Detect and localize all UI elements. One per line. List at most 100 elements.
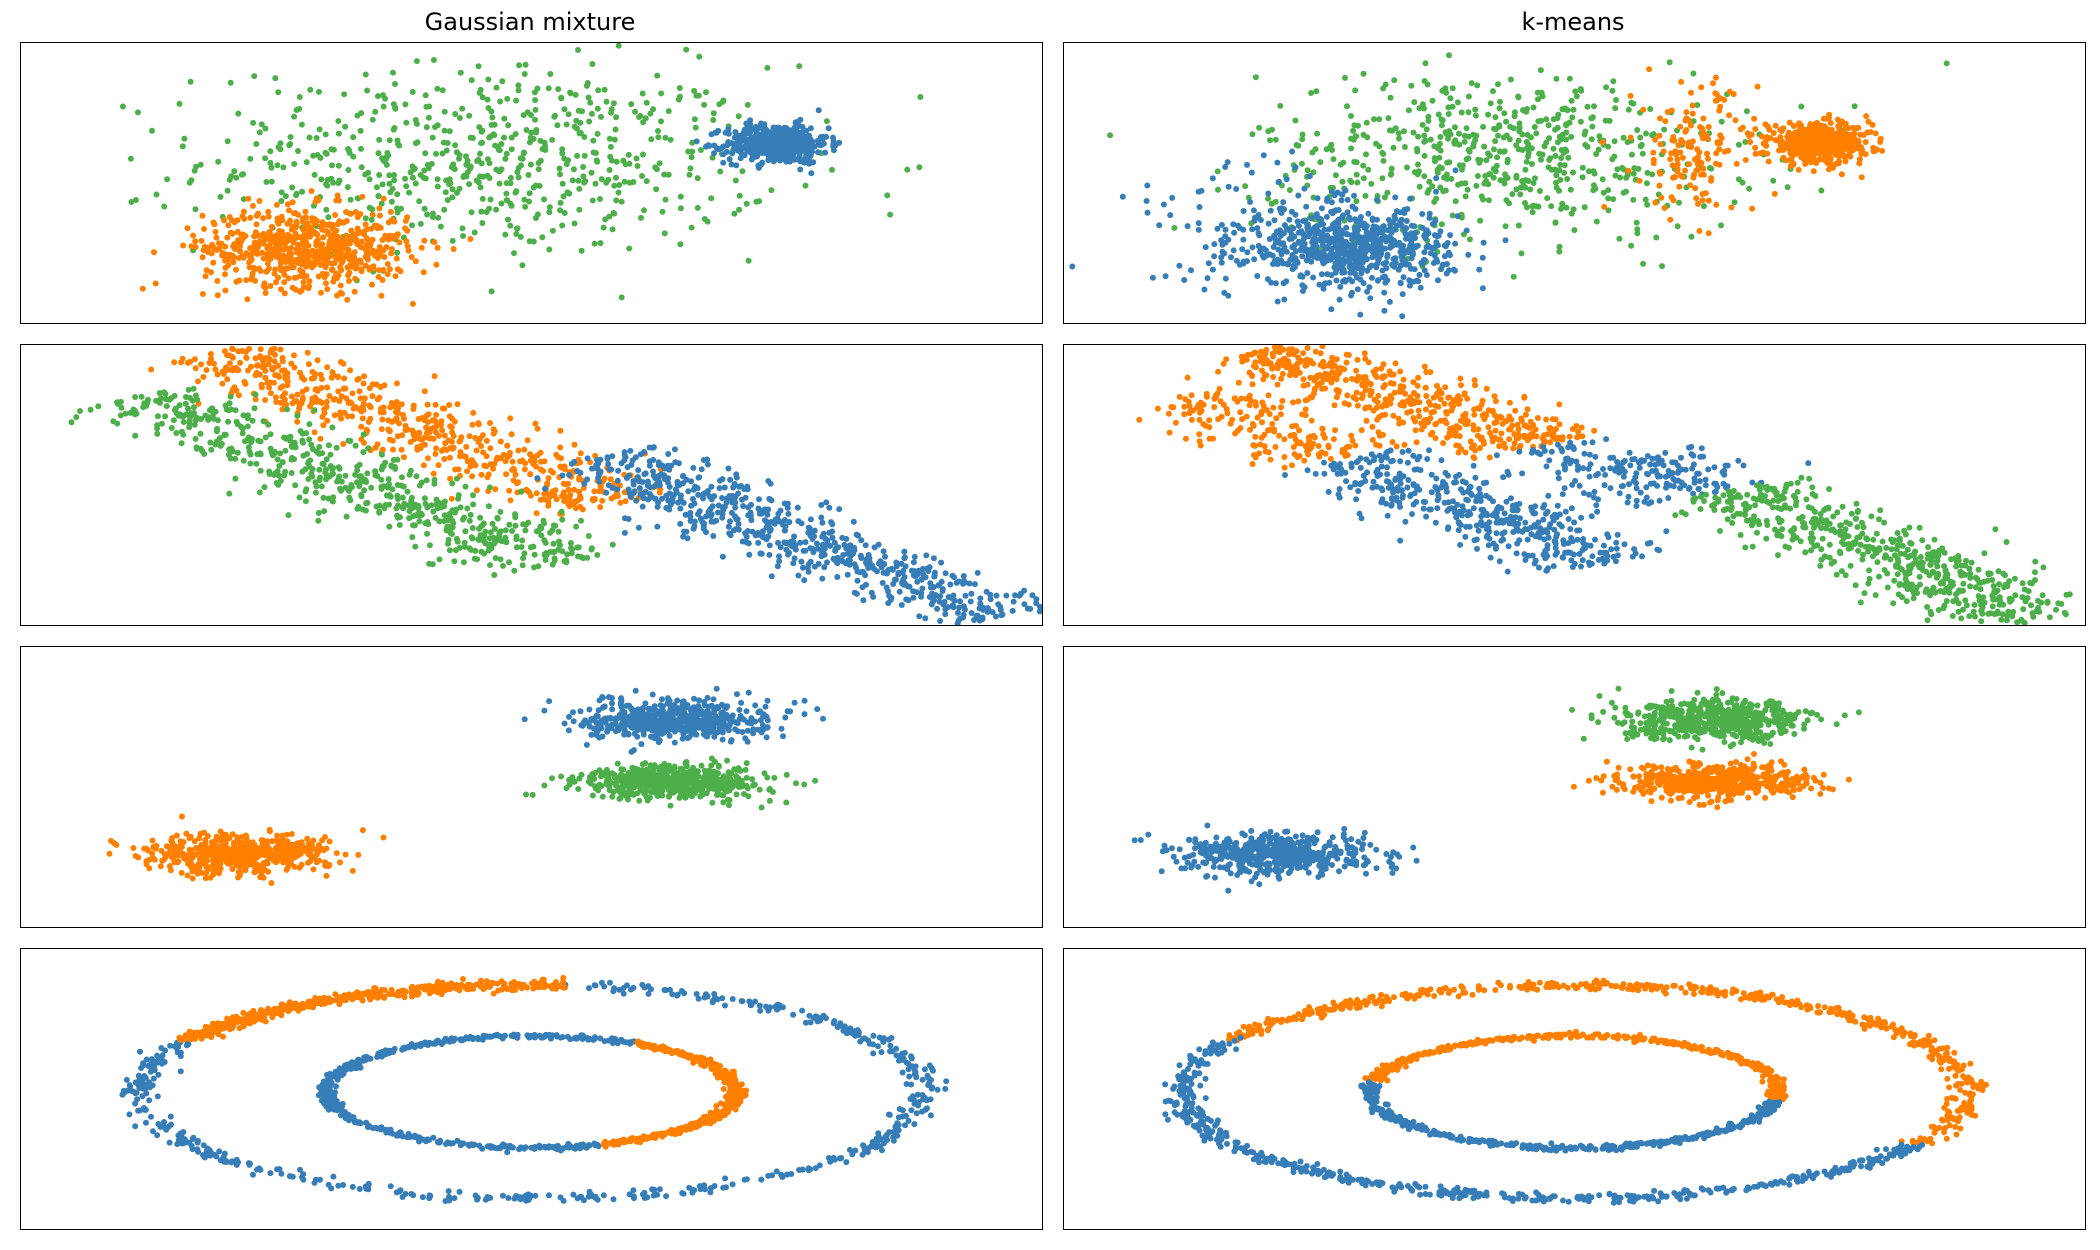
scatter-point [1556, 167, 1563, 174]
scatter-point [365, 445, 372, 452]
scatter-point [1342, 187, 1349, 194]
scatter-point [1280, 199, 1287, 206]
scatter-point [571, 441, 578, 448]
scatter-point [1205, 260, 1212, 267]
scatter-point [1421, 267, 1428, 274]
scatter-point [437, 223, 444, 230]
scatter-point [409, 88, 416, 95]
scatter-point [292, 286, 299, 293]
scatter-point [246, 345, 253, 352]
scatter-point [416, 512, 423, 519]
scatter-point [526, 238, 533, 245]
scatter-point [1218, 221, 1225, 228]
scatter-point [466, 112, 473, 119]
scatter-point [1435, 166, 1441, 173]
scatter-point [1442, 187, 1449, 194]
scatter-point [420, 414, 427, 421]
scatter-point [1378, 249, 1384, 256]
scatter-point [334, 221, 341, 228]
scatter-point [446, 454, 453, 461]
scatter-point [324, 417, 331, 424]
scatter-point [1767, 135, 1774, 142]
scatter-point [422, 150, 429, 157]
scatter-point [366, 176, 373, 183]
scatter-point [1162, 273, 1169, 280]
scatter-point [359, 415, 366, 422]
scatter-point [357, 395, 364, 402]
scatter-point [1708, 165, 1715, 172]
scatter-point [447, 423, 454, 430]
scatter-point [272, 394, 279, 401]
scatter-point [537, 496, 544, 503]
scatter-point [1342, 238, 1349, 245]
scatter-point [272, 75, 279, 82]
scatter-point [1643, 130, 1649, 137]
scatter-point [1714, 140, 1721, 147]
scatter-point [485, 547, 492, 554]
scatter-point [392, 409, 399, 416]
scatter-point [565, 486, 572, 493]
scatter-point [394, 380, 400, 387]
scatter-point [1497, 177, 1504, 184]
scatter-point [347, 438, 354, 444]
scatter-point [256, 198, 263, 204]
scatter-point [720, 159, 727, 166]
scatter-point [1144, 209, 1151, 216]
scatter-point [1472, 137, 1479, 144]
scatter-point [1579, 174, 1586, 181]
scatter-point [411, 165, 418, 172]
scatter-point [1452, 167, 1459, 174]
scatter-point [1495, 132, 1501, 139]
scatter-point [626, 245, 633, 252]
scatter-point [460, 516, 466, 523]
scatter-point [1292, 164, 1299, 171]
scatter-point [317, 474, 323, 481]
scatter-point [1863, 113, 1870, 120]
scatter-point [1807, 121, 1814, 128]
scatter-point [1694, 102, 1701, 108]
scatter-point [1696, 149, 1703, 156]
scatter-point [553, 496, 560, 503]
scatter-point [434, 176, 441, 183]
scatter-point [502, 231, 509, 238]
scatter-point [426, 542, 433, 549]
scatter-point [396, 239, 403, 246]
scatter-point [335, 118, 342, 124]
scatter-point [507, 222, 514, 229]
scatter-point [265, 355, 272, 362]
scatter-point [1591, 103, 1597, 110]
scatter-point [280, 252, 287, 259]
scatter-point [574, 544, 581, 551]
scatter-point [1525, 149, 1532, 156]
scatter-point [192, 392, 199, 399]
scatter-point [1302, 233, 1309, 240]
scatter-point [346, 278, 352, 284]
scatter-point [1381, 289, 1388, 296]
scatter-point [180, 242, 187, 249]
scatter-point [1474, 173, 1481, 179]
scatter-point [1657, 141, 1664, 148]
scatter-point [1509, 191, 1516, 198]
scatter-point [764, 138, 771, 145]
scatter-point [1716, 146, 1723, 153]
scatter-point [695, 92, 702, 99]
scatter-point [1369, 217, 1376, 224]
scatter-point [1699, 127, 1706, 134]
scatter-point [285, 275, 292, 282]
scatter-point [736, 192, 743, 199]
scatter-point [1634, 230, 1641, 237]
scatter-point [677, 205, 684, 212]
scatter-point [1700, 203, 1707, 210]
scatter-point [1842, 158, 1849, 165]
scatter-point [1659, 263, 1665, 270]
scatter-point [376, 502, 383, 509]
scatter-point [597, 196, 603, 202]
scatter-point [512, 471, 519, 478]
scatter-point [431, 476, 438, 483]
scatter-point [157, 399, 163, 406]
scatter-point [1304, 221, 1311, 228]
scatter-point [532, 97, 539, 104]
scatter-point [128, 199, 135, 205]
scatter-point [425, 114, 432, 121]
scatter-point [263, 179, 270, 185]
